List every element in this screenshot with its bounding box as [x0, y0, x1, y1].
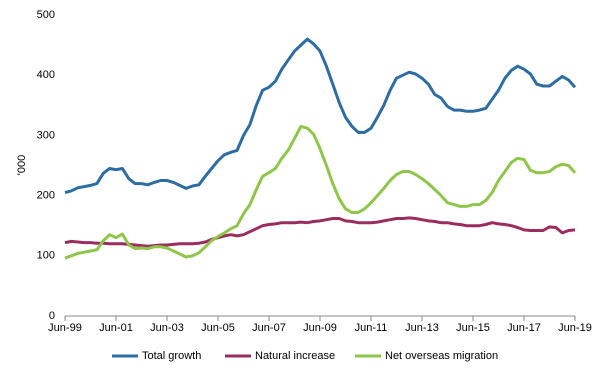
x-tick-label: Jun-13 [405, 322, 439, 334]
x-tick-label: Jun-19 [558, 322, 592, 334]
y-axis-label: '000 [16, 155, 28, 175]
series-line [64, 216, 576, 248]
y-tick-label: 100 [37, 250, 55, 262]
x-tick-label: Jun-11 [355, 322, 388, 334]
y-tick-label: 500 [37, 9, 55, 21]
y-tick-label: 400 [37, 69, 55, 81]
x-tick-label: Jun-17 [507, 322, 541, 334]
x-tick-label: Jun-09 [303, 322, 337, 334]
x-tick-label: Jun-01 [99, 322, 133, 334]
x-tick-label: Jun-99 [48, 322, 82, 334]
legend-label: Total growth [142, 350, 201, 362]
legend-label: Net overseas migration [385, 350, 498, 362]
x-tick-label: Jun-03 [150, 322, 184, 334]
x-tick-label: Jun-07 [252, 322, 286, 334]
y-tick-label: 0 [49, 310, 55, 322]
y-tick-label: 300 [37, 129, 55, 141]
y-tick-label: 200 [37, 190, 55, 202]
x-tick-label: Jun-05 [201, 322, 235, 334]
x-tick-label: Jun-15 [456, 322, 490, 334]
legend-label: Natural increase [255, 350, 335, 362]
series-line [64, 124, 577, 260]
series-line [64, 37, 577, 195]
